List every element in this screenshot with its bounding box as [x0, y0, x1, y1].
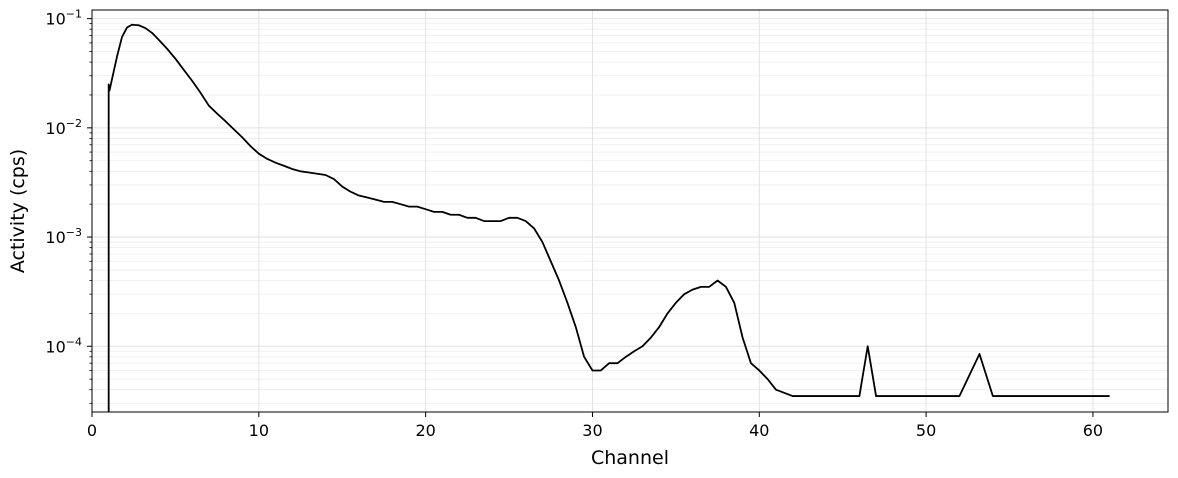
y-axis-ticks: 10−1 10−2 10−3 10−4	[45, 8, 92, 404]
y-tick-label: 10−3	[45, 226, 82, 247]
y-axis-label: Activity (cps)	[7, 149, 29, 273]
y-tick-label: 10−1	[45, 8, 82, 29]
x-tick-label: 50	[916, 421, 936, 440]
x-tick-label: 20	[415, 421, 435, 440]
x-tick-label: 10	[249, 421, 269, 440]
y-tick-label: 10−2	[45, 117, 82, 138]
minor-grid	[92, 23, 1168, 404]
series-line	[107, 23, 1110, 412]
x-axis-ticks: 0 10 20 30 40 50 60	[87, 412, 1103, 440]
y-tick-label: 10−4	[45, 335, 82, 356]
x-axis-label: Channel	[591, 447, 669, 469]
plot-background	[92, 10, 1168, 412]
x-tick-label: 40	[749, 421, 769, 440]
plot-frame	[91, 9, 1169, 413]
series-layer	[107, 23, 1110, 412]
x-tick-label: 0	[87, 421, 97, 440]
major-grid	[91, 10, 1168, 412]
x-tick-label: 60	[1083, 421, 1103, 440]
x-tick-label: 30	[582, 421, 602, 440]
